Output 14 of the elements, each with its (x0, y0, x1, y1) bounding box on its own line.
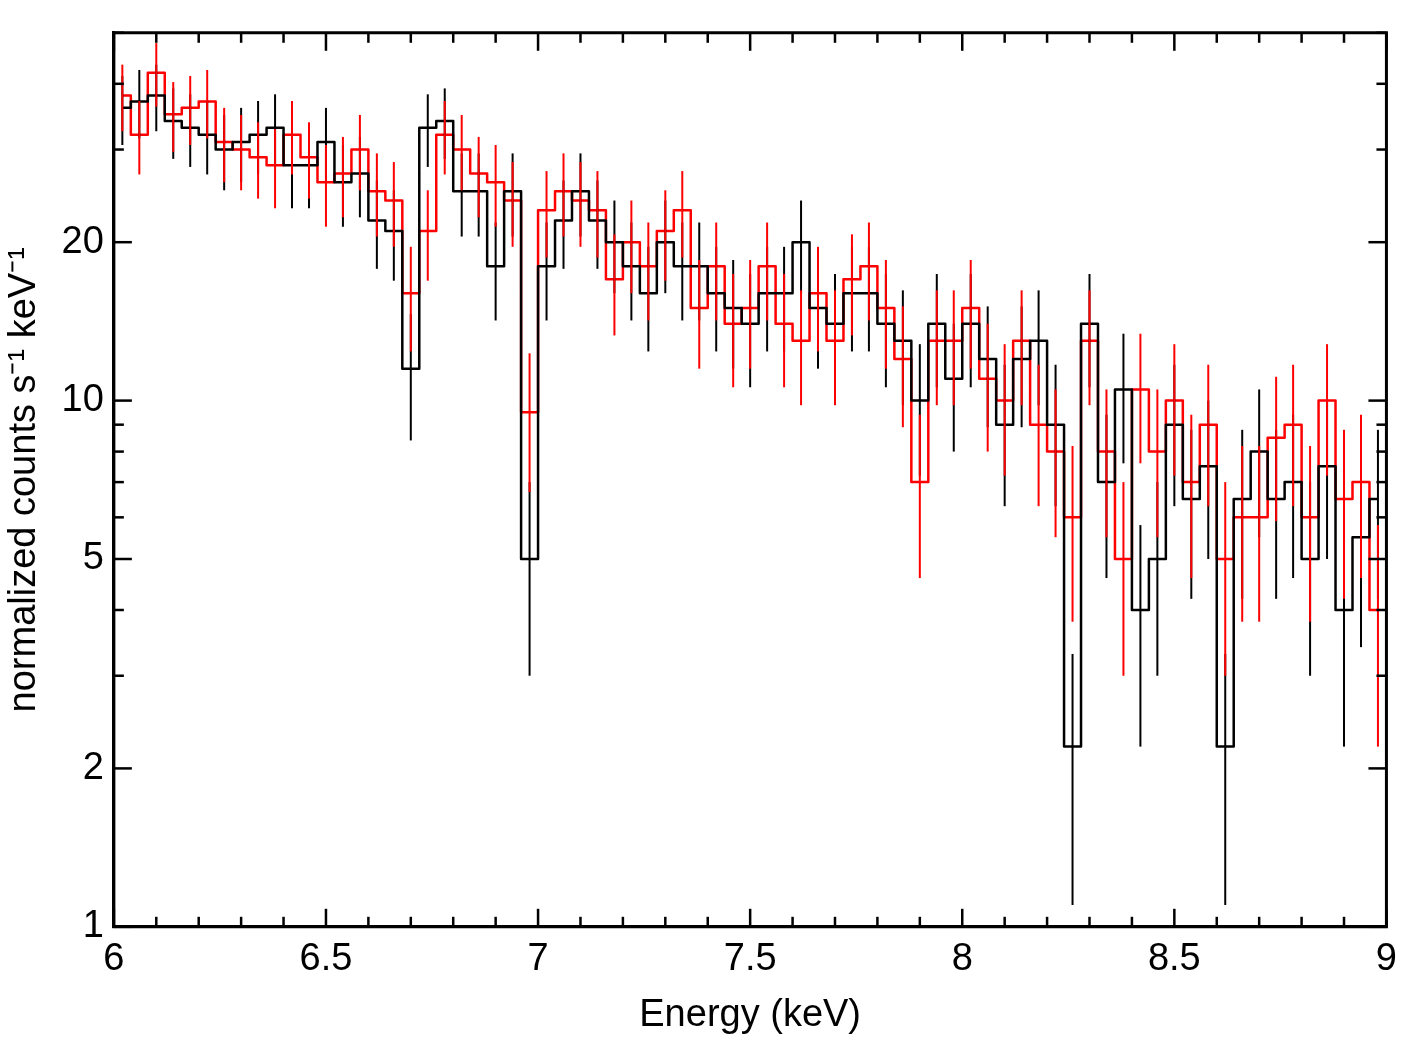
x-tick-label: 6 (103, 936, 125, 979)
x-tick-label: 7 (527, 936, 549, 979)
y-tick-label: 2 (82, 744, 104, 787)
x-tick-label: 9 (1375, 936, 1397, 979)
y-tick-label: 1 (82, 903, 104, 946)
y-tick-label: 20 (61, 218, 104, 261)
x-tick-label: 7.5 (723, 936, 777, 979)
x-tick-label: 8.5 (1147, 936, 1201, 979)
x-tick-label: 8 (951, 936, 973, 979)
y-axis-title: normalized counts s⁻¹ keV⁻¹ (1, 247, 44, 713)
y-tick-label: 10 (61, 377, 104, 420)
x-axis-title: Energy (keV) (639, 991, 862, 1034)
y-tick-label: 5 (82, 535, 104, 578)
x-tick-label: 6.5 (299, 936, 353, 979)
